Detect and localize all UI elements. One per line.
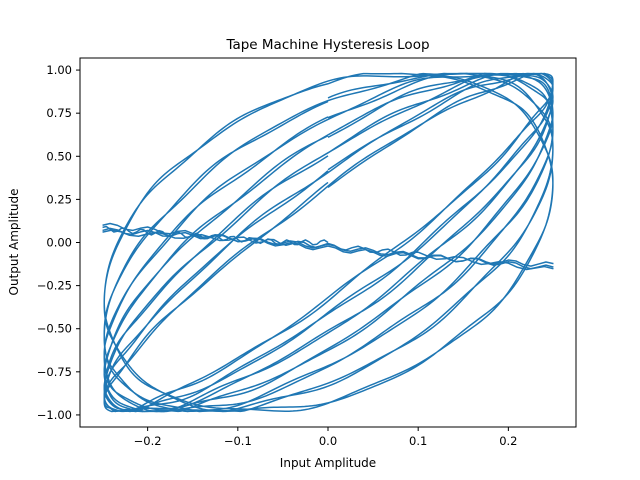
transient-line (102, 222, 554, 267)
y-tick-label: −0.25 (37, 279, 72, 293)
x-tick-label: −0.1 (224, 434, 252, 448)
hysteresis-loop-line (103, 72, 554, 413)
chart-title: Tape Machine Hysteresis Loop (225, 37, 429, 53)
hysteresis-loop-line (103, 72, 554, 413)
y-tick-label: −1.00 (37, 408, 72, 422)
hysteresis-loop-line (103, 72, 554, 413)
y-axis-ticks: −1.00 −0.75 −0.50 −0.25 0.00 0.25 0.50 0.75 1.00 (37, 63, 80, 422)
y-tick-label: 0.00 (46, 236, 72, 250)
x-tick-label: 0.1 (409, 434, 427, 448)
x-axis-ticks: −0.2 −0.1 0.0 0.1 0.2 (134, 427, 518, 448)
y-tick-label: 0.25 (46, 192, 72, 206)
transient-line (102, 229, 554, 271)
plot-area (102, 72, 554, 413)
x-tick-label: 0.2 (499, 434, 517, 448)
hysteresis-loop-line (103, 72, 554, 413)
hysteresis-loop-line (103, 72, 554, 413)
y-tick-label: −0.75 (37, 365, 72, 379)
x-tick-label: −0.2 (134, 434, 162, 448)
y-axis-label: Output Amplitude (7, 189, 21, 296)
x-tick-label: 0.0 (319, 434, 337, 448)
y-tick-label: 1.00 (46, 63, 72, 77)
y-tick-label: 0.75 (46, 106, 72, 120)
x-axis-label: Input Amplitude (280, 456, 376, 470)
y-tick-label: 0.50 (46, 149, 72, 163)
y-tick-label: −0.50 (37, 322, 72, 336)
